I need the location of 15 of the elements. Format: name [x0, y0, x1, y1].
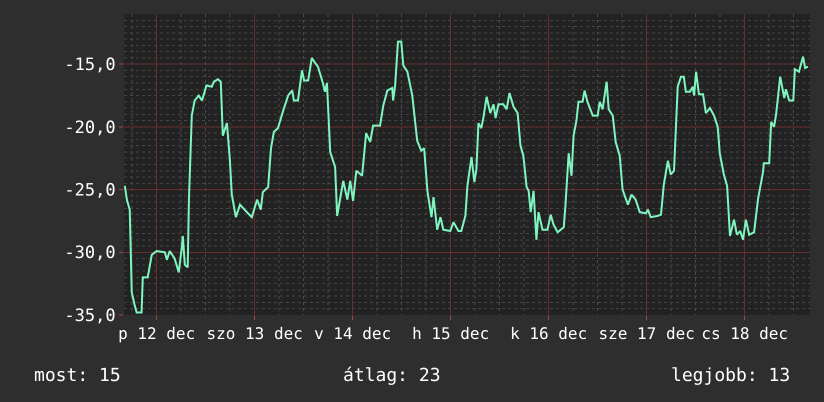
text: legjobb: 13 — [671, 365, 790, 386]
y-tick-label: -15,0 — [64, 55, 116, 76]
y-tick-label: -25,0 — [64, 180, 116, 201]
text: most: 15 — [34, 365, 121, 386]
y-tick-label: -30,0 — [64, 243, 116, 264]
y-tick-label: -20,0 — [64, 118, 116, 138]
x-tick-label: szo 13 dec — [206, 324, 303, 344]
x-tick-label: p 12 dec — [118, 324, 196, 344]
x-tick-label: cs 18 dec — [701, 324, 788, 344]
x-tick-label: v 14 dec — [314, 324, 392, 344]
text: átlag: 23 — [343, 365, 441, 386]
x-tick-label: sze 17 dec — [598, 324, 695, 344]
x-tick-label: h 15 dec — [412, 324, 490, 344]
x-tick-label: k 16 dec — [510, 324, 588, 344]
y-tick-label: -35,0 — [64, 306, 116, 326]
